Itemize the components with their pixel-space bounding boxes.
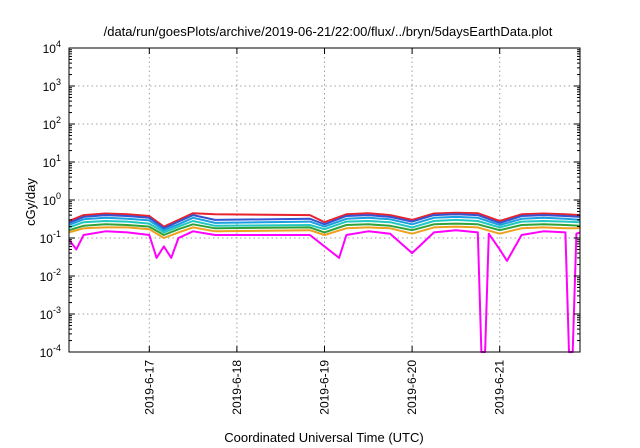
x-axis-title: Coordinated Universal Time (UTC)	[224, 430, 423, 445]
y-tick-label: 10-3	[40, 305, 61, 322]
series-line	[68, 218, 581, 234]
series-line	[68, 213, 581, 230]
y-tick-label: 101	[43, 153, 61, 170]
x-tick-label: 2019-6-19	[318, 360, 332, 415]
y-tick-label: 104	[43, 39, 61, 56]
y-tick-label: 10-1	[40, 229, 61, 246]
grid-lines	[69, 48, 580, 352]
chart-title: /data/run/goesPlots/archive/2019-06-21/2…	[104, 24, 553, 39]
series-line	[68, 215, 581, 232]
x-tick-label: 2019-6-21	[493, 360, 507, 415]
y-tick-label: 103	[43, 77, 61, 94]
y-axis-title: cGy/day	[23, 178, 38, 226]
y-tick-label: 10-4	[40, 343, 61, 360]
series-line	[68, 229, 581, 353]
series-line	[68, 225, 580, 239]
series-line	[68, 222, 581, 236]
y-tick-label: 100	[43, 191, 61, 208]
y-tick-label: 102	[43, 115, 61, 132]
axis-ticks	[69, 47, 580, 353]
y-tick-labels: 10-4 10-3 10-2 10-1 100 101 102 103 104	[40, 39, 61, 360]
series-layer	[68, 211, 581, 353]
x-tick-label: 2019-6-18	[230, 360, 244, 415]
x-tick-label: 2019-6-20	[405, 360, 419, 415]
series-line	[68, 211, 581, 228]
x-tick-label: 2019-6-17	[142, 360, 156, 415]
y-tick-label: 10-2	[40, 267, 61, 284]
x-tick-labels: 2019-6-17 2019-6-18 2019-6-19 2019-6-20 2019…	[142, 360, 506, 415]
